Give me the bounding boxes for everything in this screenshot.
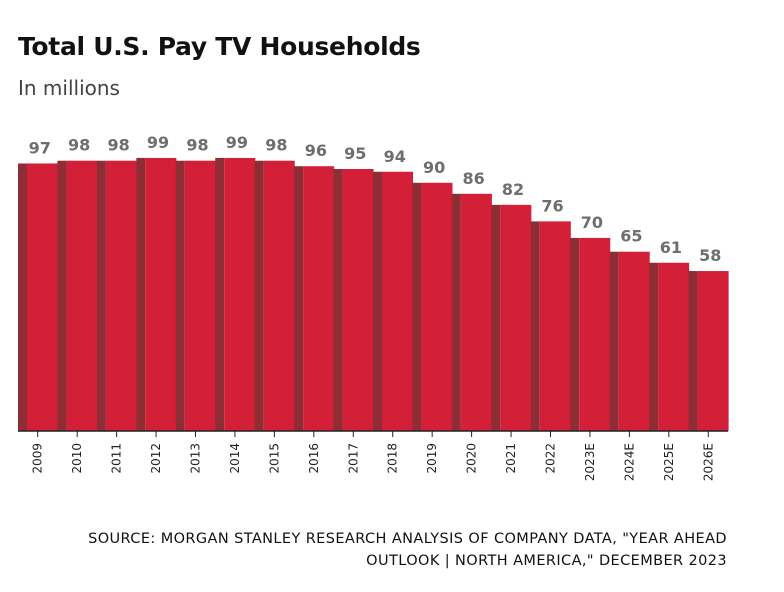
data-label: 98	[186, 136, 208, 155]
bar-2023E	[570, 237, 611, 431]
data-label: 61	[660, 238, 682, 257]
chart-title: Total U.S. Pay TV Households	[18, 32, 421, 61]
bar-2012	[136, 157, 177, 431]
bar-2022	[530, 221, 571, 431]
data-label: 97	[29, 138, 51, 157]
bar-2016	[294, 166, 335, 432]
data-label: 99	[226, 133, 248, 152]
bar-side	[96, 160, 106, 431]
data-label: 82	[502, 180, 524, 199]
bar-face	[145, 157, 177, 431]
bar-2017	[333, 168, 374, 432]
x-tick-label: 2011	[110, 443, 124, 474]
bar-side	[530, 221, 540, 431]
bar-face	[539, 221, 571, 431]
x-tick-label: 2020	[465, 443, 479, 474]
bar-2010	[57, 160, 98, 431]
x-tick-label: 2022	[544, 443, 558, 474]
bar-face	[697, 271, 729, 431]
data-label: 65	[620, 227, 642, 246]
x-tick-label: 2024E	[622, 443, 636, 481]
x-tick-label: 2015	[267, 443, 281, 474]
bar-face	[342, 168, 374, 432]
bar-face	[579, 237, 611, 431]
x-tick-label: 2023E	[583, 443, 597, 481]
x-tick-label: 2017	[346, 443, 360, 474]
x-tick-label: 2013	[189, 443, 203, 474]
bar-2020	[451, 193, 492, 431]
bar-face	[66, 160, 98, 431]
bar-side	[175, 160, 185, 431]
bar-face	[460, 193, 492, 431]
bar-2025E	[649, 262, 690, 431]
data-label: 70	[581, 213, 603, 232]
bar-face	[224, 157, 256, 431]
bar-face	[263, 160, 295, 431]
bar-side	[294, 166, 304, 432]
bar-face	[618, 251, 650, 431]
x-tick-label: 2016	[307, 443, 321, 474]
bar-2009	[18, 163, 59, 431]
data-label: 99	[147, 133, 169, 152]
bar-2015	[254, 160, 295, 431]
bar-face	[184, 160, 216, 431]
bar-face	[421, 182, 453, 431]
bar-side	[451, 193, 461, 431]
bar-side	[18, 163, 27, 431]
data-label: 98	[265, 136, 287, 155]
bar-2014	[215, 157, 256, 431]
data-label: 94	[384, 147, 406, 166]
bar-face	[303, 166, 335, 432]
chart-subtitle: In millions	[18, 76, 120, 100]
bar-side	[491, 204, 501, 431]
bar-side	[570, 237, 580, 431]
bar-side	[412, 182, 422, 431]
x-tick-label: 2021	[504, 443, 518, 474]
bar-side	[609, 251, 619, 431]
x-tick-label: 2019	[425, 443, 439, 474]
bar-2026E	[688, 271, 729, 431]
x-tick-label: 2026E	[701, 443, 715, 481]
bar-side	[333, 168, 343, 432]
x-tick-label: 2010	[70, 443, 84, 474]
bar-face	[105, 160, 137, 431]
data-label: 58	[699, 246, 721, 265]
data-label: 86	[462, 169, 484, 188]
bar-face	[500, 204, 532, 431]
x-tick-label: 2009	[31, 443, 45, 474]
data-label: 98	[107, 136, 129, 155]
bar-side	[136, 157, 146, 431]
x-tick-label: 2012	[149, 443, 163, 474]
bar-side	[649, 262, 659, 431]
bar-face	[658, 262, 690, 431]
bar-2021	[491, 204, 532, 431]
bar-face	[382, 171, 414, 431]
bar-2011	[96, 160, 137, 431]
bar-2024E	[609, 251, 650, 431]
bar-2013	[175, 160, 216, 431]
bar-2018	[373, 171, 414, 431]
data-label: 95	[344, 144, 366, 163]
bar-side	[373, 171, 382, 431]
x-tick-label: 2018	[386, 443, 400, 474]
data-label: 76	[541, 196, 563, 215]
data-label: 96	[305, 141, 327, 160]
x-tick-label: 2014	[228, 443, 242, 474]
bar-side	[57, 160, 67, 431]
data-label: 90	[423, 158, 445, 177]
bar-side	[254, 160, 264, 431]
bar-face	[27, 163, 59, 431]
source-note: SOURCE: MORGAN STANLEY RESEARCH ANALYSIS…	[88, 531, 727, 569]
bar-side	[688, 271, 698, 431]
bar-side	[215, 157, 225, 431]
x-tick-label: 2025E	[662, 443, 676, 481]
data-label: 98	[68, 136, 90, 155]
bar-2019	[412, 182, 453, 431]
